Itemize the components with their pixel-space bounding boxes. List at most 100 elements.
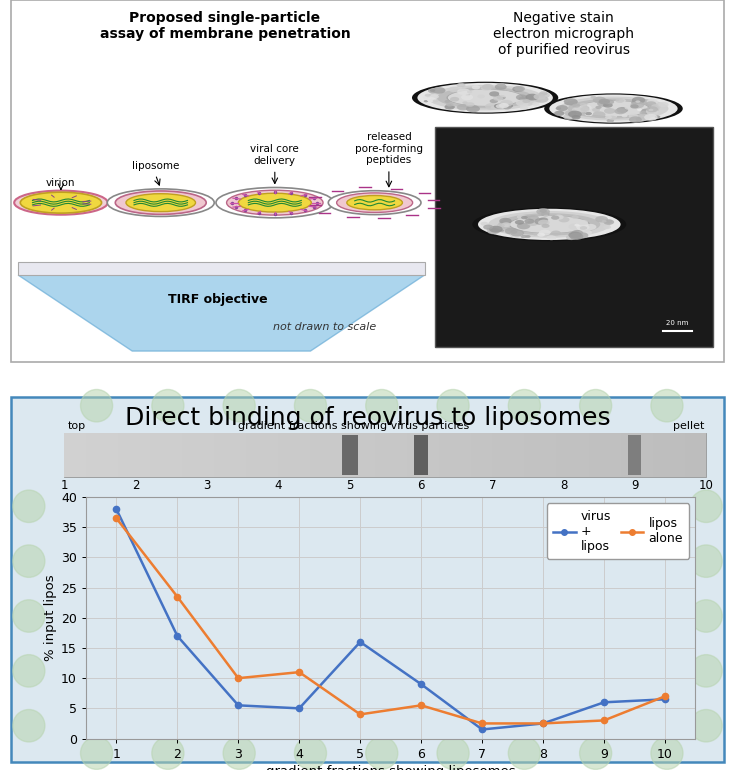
Ellipse shape — [690, 600, 723, 632]
Text: 3: 3 — [204, 479, 211, 492]
Text: pellet: pellet — [673, 421, 705, 431]
Circle shape — [467, 91, 472, 93]
Ellipse shape — [437, 87, 534, 109]
Circle shape — [630, 104, 639, 109]
Circle shape — [579, 103, 587, 107]
Circle shape — [524, 216, 531, 219]
Circle shape — [496, 229, 501, 231]
Circle shape — [537, 233, 545, 236]
Circle shape — [426, 97, 436, 102]
Legend: virus
+
lipos, lipos
alone: virus + lipos, lipos alone — [547, 504, 689, 559]
Circle shape — [625, 105, 633, 109]
Ellipse shape — [690, 545, 723, 578]
Circle shape — [655, 116, 660, 119]
Circle shape — [503, 105, 512, 109]
Circle shape — [631, 101, 639, 104]
FancyBboxPatch shape — [642, 433, 653, 477]
Text: 1: 1 — [61, 479, 68, 492]
FancyBboxPatch shape — [578, 433, 589, 477]
FancyBboxPatch shape — [193, 433, 204, 477]
Circle shape — [599, 99, 610, 105]
FancyBboxPatch shape — [343, 433, 354, 477]
Circle shape — [580, 105, 592, 111]
Circle shape — [580, 226, 587, 230]
Circle shape — [451, 103, 457, 106]
FancyBboxPatch shape — [481, 433, 492, 477]
Circle shape — [568, 232, 581, 239]
Ellipse shape — [529, 220, 570, 229]
FancyBboxPatch shape — [375, 433, 385, 477]
FancyBboxPatch shape — [599, 433, 610, 477]
Ellipse shape — [12, 490, 45, 523]
Circle shape — [639, 99, 650, 105]
Ellipse shape — [12, 545, 45, 578]
FancyBboxPatch shape — [460, 433, 471, 477]
Ellipse shape — [510, 216, 589, 233]
FancyBboxPatch shape — [236, 433, 246, 477]
FancyBboxPatch shape — [171, 433, 182, 477]
FancyBboxPatch shape — [695, 433, 706, 477]
FancyBboxPatch shape — [150, 433, 161, 477]
Circle shape — [432, 87, 445, 94]
Circle shape — [516, 99, 528, 106]
Circle shape — [539, 217, 548, 222]
Ellipse shape — [417, 83, 553, 112]
FancyBboxPatch shape — [65, 433, 75, 477]
Circle shape — [450, 97, 459, 102]
Circle shape — [609, 114, 617, 119]
Ellipse shape — [107, 189, 214, 216]
Ellipse shape — [152, 390, 184, 422]
Text: 9: 9 — [631, 479, 639, 492]
Text: 8: 8 — [560, 479, 567, 492]
Circle shape — [461, 94, 473, 100]
Text: 20 nm: 20 nm — [667, 320, 689, 326]
Circle shape — [537, 208, 550, 215]
Circle shape — [539, 91, 548, 95]
Circle shape — [584, 224, 596, 230]
Ellipse shape — [478, 209, 620, 240]
Text: released
pore-forming
peptides: released pore-forming peptides — [355, 132, 423, 166]
Circle shape — [606, 119, 614, 122]
Circle shape — [595, 216, 608, 223]
Ellipse shape — [604, 106, 623, 111]
Text: 7: 7 — [489, 479, 496, 492]
Ellipse shape — [456, 92, 514, 104]
FancyBboxPatch shape — [342, 435, 357, 475]
Circle shape — [653, 108, 659, 111]
Circle shape — [457, 104, 469, 110]
Circle shape — [497, 223, 505, 227]
Ellipse shape — [126, 194, 196, 212]
Ellipse shape — [549, 95, 678, 122]
Circle shape — [541, 212, 550, 216]
Ellipse shape — [690, 490, 723, 523]
FancyBboxPatch shape — [204, 433, 214, 477]
Circle shape — [605, 116, 612, 119]
Ellipse shape — [651, 390, 683, 422]
Circle shape — [458, 86, 462, 89]
Circle shape — [527, 220, 538, 226]
Circle shape — [595, 105, 602, 109]
Circle shape — [433, 99, 438, 102]
Circle shape — [572, 115, 581, 119]
Circle shape — [628, 114, 639, 119]
Circle shape — [500, 100, 513, 106]
Circle shape — [637, 114, 650, 121]
Circle shape — [590, 95, 596, 99]
Circle shape — [648, 109, 653, 111]
Circle shape — [566, 235, 577, 240]
Circle shape — [520, 235, 527, 238]
FancyBboxPatch shape — [86, 433, 96, 477]
Ellipse shape — [509, 737, 540, 769]
Circle shape — [651, 104, 661, 109]
Circle shape — [582, 106, 589, 109]
Ellipse shape — [580, 737, 612, 769]
Circle shape — [572, 103, 581, 108]
Ellipse shape — [509, 216, 590, 233]
Circle shape — [603, 225, 611, 229]
FancyBboxPatch shape — [414, 435, 428, 475]
Circle shape — [603, 219, 614, 225]
Circle shape — [603, 102, 613, 108]
Y-axis label: % input lipos: % input lipos — [44, 574, 57, 661]
Ellipse shape — [223, 390, 255, 422]
Text: gradient fractions showing virus particles: gradient fractions showing virus particl… — [237, 421, 469, 431]
